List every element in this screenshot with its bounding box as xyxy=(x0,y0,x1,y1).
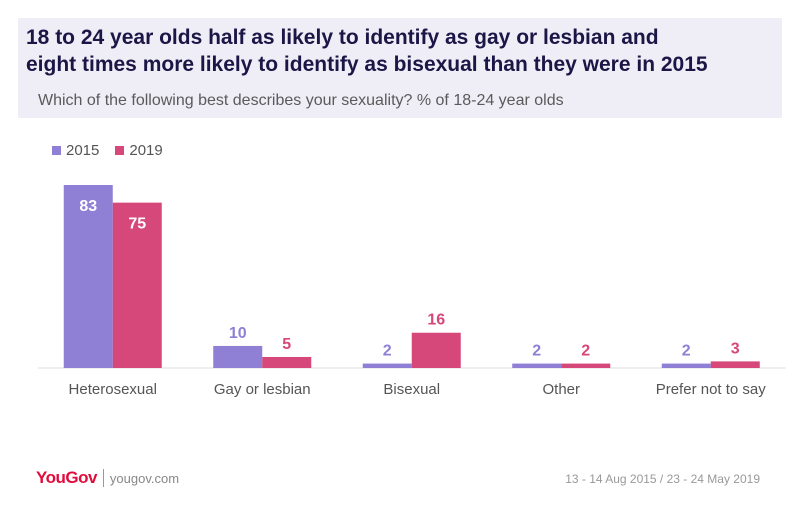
footer-divider xyxy=(102,469,104,487)
data-label-heterosexual-2015: 83 xyxy=(79,198,97,215)
legend-label-2015: 2015 xyxy=(66,142,100,159)
bar-bisexual-2015 xyxy=(362,363,412,368)
bar-bisexual-2019 xyxy=(411,332,461,368)
chart-title: 18 to 24 year olds half as likely to ide… xyxy=(26,24,786,78)
bar-other-2019 xyxy=(561,363,611,368)
bar-prefer-not-to-say-2019 xyxy=(710,361,760,368)
legend: 2015 2019 xyxy=(52,142,179,159)
bar-gay-or-lesbian-2015 xyxy=(213,345,263,368)
bar-heterosexual-2015 xyxy=(63,185,113,368)
data-label-other-2019: 2 xyxy=(581,343,590,360)
title-line-1: 18 to 24 year olds half as likely to ide… xyxy=(26,26,659,49)
data-label-prefer-not-to-say-2019: 3 xyxy=(731,340,740,357)
category-label-gay-or-lesbian: Gay or lesbian xyxy=(214,381,311,398)
category-label-heterosexual: Heterosexual xyxy=(69,381,157,398)
category-label-other: Other xyxy=(542,381,580,398)
data-label-heterosexual-2019: 75 xyxy=(128,216,146,233)
chart-subtitle: Which of the following best describes yo… xyxy=(38,92,564,109)
legend-label-2019: 2019 xyxy=(129,142,163,159)
data-label-prefer-not-to-say-2015: 2 xyxy=(682,343,691,360)
legend-item-2019: 2019 xyxy=(115,142,163,159)
legend-swatch-2015 xyxy=(52,146,61,155)
bar-gay-or-lesbian-2019 xyxy=(262,356,312,368)
category-label-bisexual: Bisexual xyxy=(383,381,440,398)
data-label-other-2015: 2 xyxy=(532,343,541,360)
footer-site: yougov.com xyxy=(109,470,180,486)
bar-prefer-not-to-say-2015 xyxy=(661,363,711,368)
yougov-logo: YouGov xyxy=(36,468,97,487)
legend-item-2015: 2015 xyxy=(52,142,99,159)
data-label-bisexual-2019: 16 xyxy=(427,312,445,329)
title-line-2: eight times more likely to identify as b… xyxy=(26,53,708,76)
data-label-gay-or-lesbian-2019: 5 xyxy=(282,336,291,353)
category-label-prefer-not-to-say: Prefer not to say xyxy=(656,381,767,398)
data-label-gay-or-lesbian-2015: 10 xyxy=(229,325,247,342)
footer-dates: 13 - 14 Aug 2015 / 23 - 24 May 2019 xyxy=(565,472,760,486)
data-label-bisexual-2015: 2 xyxy=(383,343,392,360)
bar-other-2015 xyxy=(512,363,562,368)
header-background xyxy=(18,18,782,118)
bar-heterosexual-2019 xyxy=(112,202,162,368)
legend-swatch-2019 xyxy=(115,146,125,155)
footer-brand: YouGov yougov.com xyxy=(36,468,179,488)
